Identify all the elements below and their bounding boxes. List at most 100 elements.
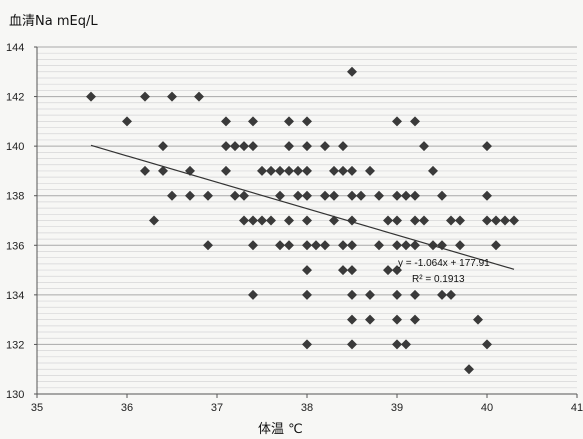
data-point — [203, 190, 213, 201]
data-point — [392, 289, 402, 300]
x-tick-label: 35 — [31, 402, 43, 414]
data-point — [248, 141, 258, 152]
data-point — [194, 91, 204, 102]
data-point — [392, 339, 402, 350]
data-point — [320, 240, 330, 251]
data-point — [239, 215, 249, 226]
data-point — [509, 215, 519, 226]
data-point — [140, 165, 150, 176]
x-tick-label: 37 — [211, 402, 223, 414]
data-point — [158, 141, 168, 152]
data-point — [221, 165, 231, 176]
data-point — [347, 339, 357, 350]
data-point — [401, 190, 411, 201]
data-point — [302, 289, 312, 300]
data-point — [248, 116, 258, 127]
data-point — [455, 240, 465, 251]
data-point — [437, 289, 447, 300]
tick-labels: 130 132 134 136 138 140 142 144 35 36 37 38 39 40 41 — [6, 42, 583, 414]
data-point — [338, 240, 348, 251]
data-point — [338, 141, 348, 152]
y-tick-label: 144 — [6, 42, 24, 54]
data-point — [392, 215, 402, 226]
data-point — [392, 240, 402, 251]
data-point — [284, 116, 294, 127]
data-point — [167, 190, 177, 201]
data-point — [500, 215, 510, 226]
data-point — [410, 116, 420, 127]
data-point — [401, 339, 411, 350]
data-point — [203, 240, 213, 251]
data-point — [140, 91, 150, 102]
data-point — [392, 190, 402, 201]
y-tick-label: 132 — [6, 339, 24, 351]
data-point — [302, 215, 312, 226]
x-axis-title: 体温 ℃ — [258, 422, 303, 437]
y-tick-label: 130 — [6, 389, 24, 401]
data-point — [275, 240, 285, 251]
y-tick-label: 134 — [6, 290, 24, 302]
data-point — [302, 339, 312, 350]
data-point — [446, 215, 456, 226]
data-point — [374, 190, 384, 201]
y-axis-title: 血清Na mEq/L — [9, 14, 98, 29]
data-point — [122, 116, 132, 127]
trendline-r-squared: R² = 0.1913 — [412, 274, 465, 285]
data-point — [221, 141, 231, 152]
data-point — [338, 165, 348, 176]
data-point — [392, 314, 402, 325]
y-tick-label: 142 — [6, 92, 24, 104]
data-point — [383, 265, 393, 276]
data-point — [383, 215, 393, 226]
data-point — [392, 265, 402, 276]
data-points — [86, 66, 519, 375]
data-point — [347, 190, 357, 201]
data-point — [230, 141, 240, 152]
data-point — [455, 215, 465, 226]
data-point — [302, 190, 312, 201]
data-point — [275, 165, 285, 176]
data-point — [491, 240, 501, 251]
data-point — [347, 265, 357, 276]
data-point — [320, 141, 330, 152]
data-point — [185, 190, 195, 201]
data-point — [410, 314, 420, 325]
data-point — [257, 165, 267, 176]
data-point — [428, 165, 438, 176]
data-point — [419, 141, 429, 152]
data-point — [248, 289, 258, 300]
data-point — [374, 240, 384, 251]
data-point — [410, 215, 420, 226]
data-point — [293, 165, 303, 176]
data-point — [437, 190, 447, 201]
trendline-group — [90, 144, 515, 270]
data-point — [482, 339, 492, 350]
data-point — [320, 190, 330, 201]
data-point — [365, 165, 375, 176]
data-point — [329, 190, 339, 201]
data-point — [329, 165, 339, 176]
data-point — [239, 141, 249, 152]
data-point — [482, 141, 492, 152]
data-point — [257, 215, 267, 226]
data-point — [329, 215, 339, 226]
data-point — [248, 215, 258, 226]
data-point — [293, 190, 303, 201]
data-point — [410, 289, 420, 300]
data-point — [365, 314, 375, 325]
x-tick-label: 39 — [391, 402, 403, 414]
x-tick-label: 40 — [481, 402, 493, 414]
data-point — [284, 141, 294, 152]
x-tick-label: 41 — [571, 402, 583, 414]
data-point — [356, 190, 366, 201]
data-point — [473, 314, 483, 325]
data-point — [482, 190, 492, 201]
data-point — [302, 240, 312, 251]
data-point — [284, 240, 294, 251]
data-point — [86, 91, 96, 102]
y-tick-label: 140 — [6, 141, 24, 153]
x-tick-label: 38 — [301, 402, 313, 414]
data-point — [221, 116, 231, 127]
data-point — [392, 116, 402, 127]
